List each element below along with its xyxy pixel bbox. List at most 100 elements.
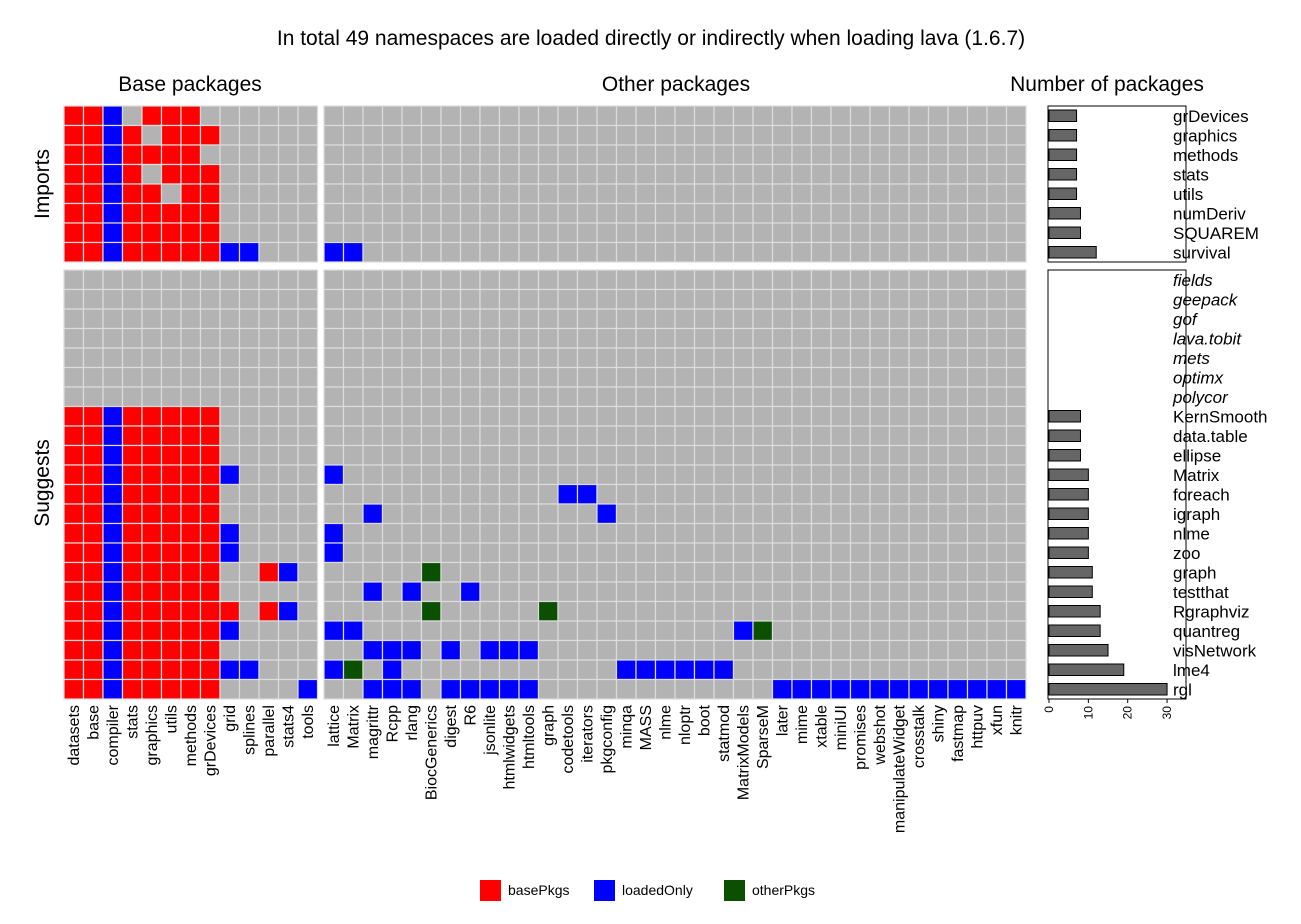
cell-fields-grid-none <box>219 269 241 291</box>
cell-igraph-Rcpp-none <box>381 503 403 525</box>
cell-optimx-mime-none <box>791 366 813 388</box>
cell-zoo-httpuv-none <box>966 542 988 564</box>
cell-data.table-iterators-none <box>576 425 598 447</box>
cell-SQUAREM-later-none <box>771 222 793 244</box>
cell-ellipse-Matrix-none <box>342 444 364 466</box>
cell-utils-webshot-none <box>869 183 891 205</box>
row-label-testthat: testthat <box>1173 583 1229 602</box>
cell-SQUAREM-R6-none <box>459 222 481 244</box>
cell-graphics-grDevices-basePkgs <box>199 124 221 146</box>
cell-polycor-jsonlite-none <box>479 386 501 408</box>
cell-graphics-xtable-none <box>810 124 832 146</box>
cell-nlme-statmod-none <box>713 522 735 544</box>
cell-methods-shiny-none <box>927 144 949 166</box>
cell-lme4-pkgconfig-none <box>596 659 618 681</box>
cell-graph-mime-none <box>791 561 813 583</box>
cell-zoo-methods-basePkgs <box>180 542 202 564</box>
column-label-splines: splines <box>241 705 258 755</box>
cell-igraph-grid-none <box>219 503 241 525</box>
cell-SQUAREM-MatrixModels-none <box>732 222 754 244</box>
cell-geepack-xfun-none <box>986 288 1008 310</box>
cell-rgl-knitr-loadedOnly <box>1005 678 1027 700</box>
cell-numDeriv-compiler-loadedOnly <box>102 202 124 224</box>
cell-mets-Matrix-none <box>342 347 364 369</box>
cell-survival-grid-loadedOnly <box>219 241 241 263</box>
column-label-miniUI: miniUI <box>833 705 850 750</box>
cell-lava.tobit-compiler-none <box>102 327 124 349</box>
cell-optimx-htmltools-none <box>518 366 540 388</box>
cell-geepack-nloptr-none <box>674 288 696 310</box>
cell-visNetwork-R6-none <box>459 639 481 661</box>
cell-quantreg-datasets-basePkgs <box>63 620 85 642</box>
cell-graph-htmltools-none <box>518 561 540 583</box>
cell-gof-iterators-none <box>576 308 598 330</box>
cell-visNetwork-compiler-loadedOnly <box>102 639 124 661</box>
cell-graph-xtable-none <box>810 561 832 583</box>
column-label-boot: boot <box>696 704 713 736</box>
cell-geepack-nlme-none <box>654 288 676 310</box>
cell-numDeriv-shiny-none <box>927 202 949 224</box>
cell-testthat-jsonlite-none <box>479 581 501 603</box>
cell-polycor-grDevices-none <box>199 386 221 408</box>
cell-optimx-parallel-none <box>258 366 280 388</box>
cell-grDevices-parallel-none <box>258 105 280 127</box>
cell-quantreg-utils-basePkgs <box>160 620 182 642</box>
cell-stats-splines-none <box>238 163 260 185</box>
cell-polycor-Rcpp-none <box>381 386 403 408</box>
cell-igraph-graphics-basePkgs <box>141 503 163 525</box>
cell-Matrix-fastmap-none <box>947 464 969 486</box>
cell-grDevices-mime-none <box>791 105 813 127</box>
cell-lava.tobit-httpuv-none <box>966 327 988 349</box>
cell-nlme-SparseM-none <box>752 522 774 544</box>
row-label-gof: gof <box>1173 310 1199 329</box>
cell-zoo-BiocGenerics-none <box>420 542 442 564</box>
cell-zoo-nlme-none <box>654 542 676 564</box>
cell-utils-graphics-basePkgs <box>141 183 163 205</box>
cell-methods-minqa-none <box>615 144 637 166</box>
cell-survival-splines-loadedOnly <box>238 241 260 263</box>
cell-lava.tobit-mime-none <box>791 327 813 349</box>
cell-survival-graph-none <box>537 241 559 263</box>
cell-zoo-iterators-none <box>576 542 598 564</box>
cell-utils-MASS-none <box>635 183 657 205</box>
cell-ellipse-xtable-none <box>810 444 832 466</box>
chart-title: In total 49 namespaces are loaded direct… <box>277 27 1025 50</box>
axis-tick-label-0: 0 <box>1042 706 1056 713</box>
cell-SQUAREM-compiler-loadedOnly <box>102 222 124 244</box>
cell-geepack-compiler-none <box>102 288 124 310</box>
cell-ellipse-methods-basePkgs <box>180 444 202 466</box>
cell-mets-digest-none <box>440 347 462 369</box>
cell-gof-digest-none <box>440 308 462 330</box>
cell-visNetwork-httpuv-none <box>966 639 988 661</box>
cell-ellipse-R6-none <box>459 444 481 466</box>
cell-ellipse-htmltools-none <box>518 444 540 466</box>
count-bar-Rgraphviz <box>1048 605 1101 618</box>
cell-lava.tobit-tools-none <box>297 327 319 349</box>
cell-survival-graphics-basePkgs <box>141 241 163 263</box>
cell-grDevices-miniUI-none <box>830 105 852 127</box>
cell-utils-magrittr-none <box>362 183 384 205</box>
cell-quantreg-crosstalk-none <box>908 620 930 642</box>
cell-Rgraphviz-nloptr-none <box>674 600 696 622</box>
count-bar-stats <box>1048 168 1078 181</box>
cell-lme4-methods-basePkgs <box>180 659 202 681</box>
cell-KernSmooth-pkgconfig-none <box>596 405 618 427</box>
cell-lava.tobit-magrittr-none <box>362 327 384 349</box>
cell-Matrix-graphics-basePkgs <box>141 464 163 486</box>
cell-igraph-graph-none <box>537 503 559 525</box>
cell-SQUAREM-base-basePkgs <box>82 222 104 244</box>
cell-Rgraphviz-minqa-none <box>615 600 637 622</box>
cell-data.table-methods-basePkgs <box>180 425 202 447</box>
cell-methods-magrittr-none <box>362 144 384 166</box>
cell-survival-tools-none <box>297 241 319 263</box>
cell-graph-later-none <box>771 561 793 583</box>
cell-lava.tobit-SparseM-none <box>752 327 774 349</box>
cell-lme4-webshot-none <box>869 659 891 681</box>
cell-SQUAREM-parallel-none <box>258 222 280 244</box>
cell-data.table-pkgconfig-none <box>596 425 618 447</box>
row-label-stats: stats <box>1173 165 1209 184</box>
cell-KernSmooth-boot-none <box>693 405 715 427</box>
cell-grDevices-magrittr-none <box>362 105 384 127</box>
cell-grDevices-Matrix-none <box>342 105 364 127</box>
cell-nlme-Rcpp-none <box>381 522 403 544</box>
